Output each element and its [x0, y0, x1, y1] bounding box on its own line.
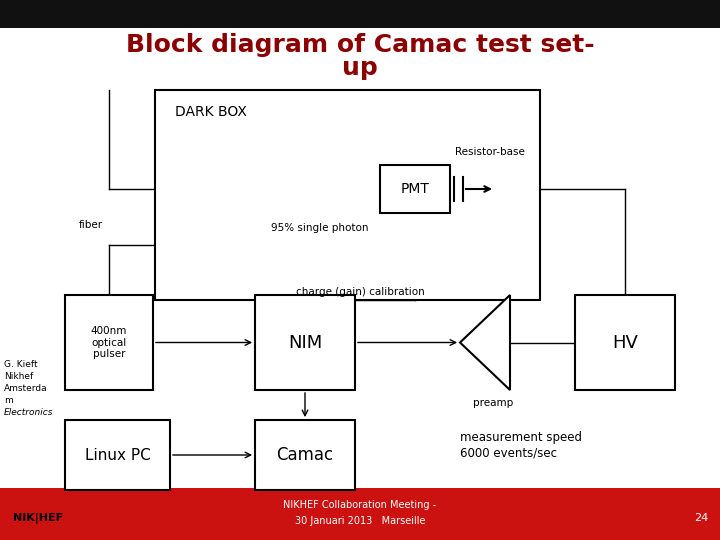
Text: PMT: PMT: [400, 182, 429, 196]
Text: Camac: Camac: [276, 446, 333, 464]
Text: fiber: fiber: [79, 220, 103, 230]
Bar: [255, 420, 355, 490]
Text: 30 Januari 2013   Marseille: 30 Januari 2013 Marseille: [294, 516, 426, 526]
Text: Resistor-base: Resistor-base: [455, 147, 525, 157]
Bar: [380, 165, 450, 213]
Bar: [575, 295, 675, 390]
Bar: [0, 488, 720, 540]
Text: NIM: NIM: [288, 334, 322, 352]
Text: measurement speed
6000 events/sec: measurement speed 6000 events/sec: [460, 431, 582, 459]
Text: 95% single photon: 95% single photon: [271, 223, 369, 233]
Bar: [65, 420, 170, 490]
Text: NIK|HEF: NIK|HEF: [13, 512, 63, 523]
Text: NIKHEF Collaboration Meeting -: NIKHEF Collaboration Meeting -: [284, 500, 436, 510]
Text: m: m: [4, 396, 13, 405]
Text: Block diagram of Camac test set-: Block diagram of Camac test set-: [126, 33, 594, 57]
Text: G. Kieft: G. Kieft: [4, 360, 37, 369]
Text: Nikhef: Nikhef: [4, 372, 33, 381]
Text: 400nm
optical
pulser: 400nm optical pulser: [91, 326, 127, 359]
Text: preamp: preamp: [473, 398, 513, 408]
Text: Linux PC: Linux PC: [85, 448, 150, 462]
Text: HV: HV: [612, 334, 638, 352]
Text: Electronics: Electronics: [4, 408, 53, 417]
Text: 24: 24: [694, 513, 708, 523]
Text: up: up: [342, 56, 378, 80]
Text: Amsterda: Amsterda: [4, 384, 48, 393]
Bar: [65, 295, 153, 390]
Bar: [155, 90, 540, 300]
Bar: [255, 295, 355, 390]
Text: DARK BOX: DARK BOX: [175, 105, 247, 119]
Text: charge (gain) calibration: charge (gain) calibration: [296, 287, 424, 297]
Bar: [0, 0, 720, 28]
Polygon shape: [460, 295, 510, 390]
